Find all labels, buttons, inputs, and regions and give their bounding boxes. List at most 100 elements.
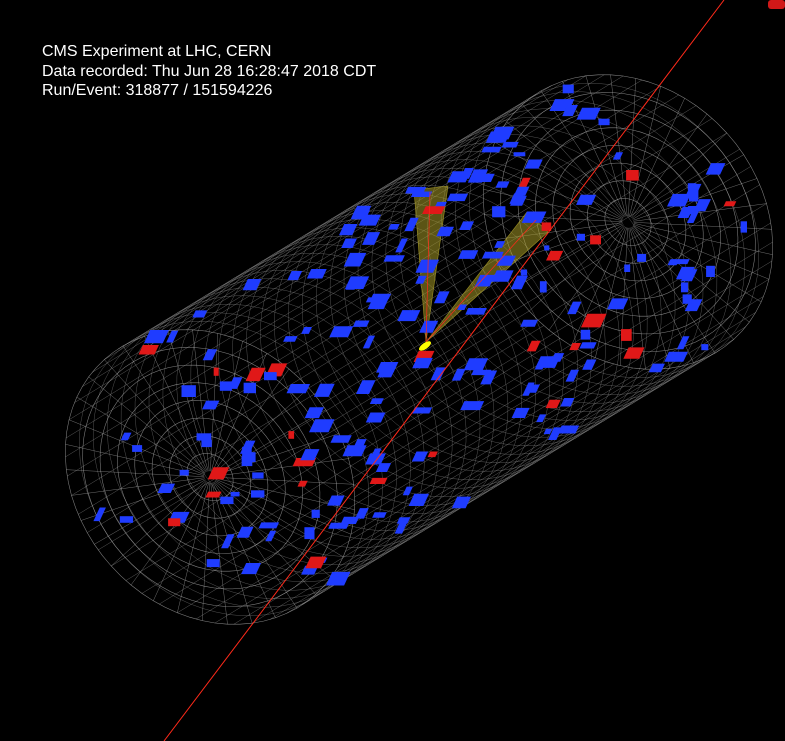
calorimeter-cell bbox=[300, 449, 320, 461]
endcap-spoke bbox=[212, 482, 276, 618]
calorimeter-cell bbox=[580, 329, 591, 340]
calorimeter-cell bbox=[245, 367, 266, 382]
calorimeter-cell bbox=[451, 368, 466, 381]
endcap-spoke bbox=[628, 78, 637, 217]
barrel-ring bbox=[120, 295, 411, 591]
calorimeter-cell bbox=[463, 358, 489, 371]
calorimeter-cell bbox=[485, 131, 511, 143]
endcap-spoke bbox=[610, 74, 628, 217]
barrel-ring bbox=[134, 287, 425, 582]
endcap-spoke bbox=[192, 329, 210, 472]
calorimeter-cell bbox=[230, 491, 240, 497]
calorimeter-cell bbox=[565, 369, 580, 382]
calorimeter-cell bbox=[367, 299, 389, 310]
calorimeter-cell bbox=[682, 294, 692, 304]
calorimeter-cell bbox=[598, 118, 610, 126]
calorimeter-cell bbox=[309, 419, 335, 433]
barrel-ring bbox=[343, 159, 634, 455]
calorimeter-cell bbox=[328, 522, 350, 529]
endcap-spoke bbox=[76, 396, 205, 475]
particle-tracks bbox=[163, 0, 725, 741]
calorimeter-deposits bbox=[93, 84, 747, 586]
calorimeter-cell bbox=[513, 152, 526, 157]
interaction-vertex bbox=[419, 341, 431, 351]
calorimeter-cell bbox=[562, 84, 574, 94]
calorimeter-cell bbox=[465, 308, 487, 315]
calorimeter-cell bbox=[491, 270, 514, 282]
endcap-spoke bbox=[498, 223, 623, 266]
calorimeter-cell bbox=[375, 463, 392, 473]
endcap-spoke bbox=[211, 482, 253, 624]
calorimeter-cell bbox=[612, 152, 624, 160]
calorimeter-cell bbox=[395, 238, 408, 253]
calorimeter-cell bbox=[684, 206, 697, 215]
calorimeter-cell bbox=[541, 222, 552, 231]
calorimeter-cell bbox=[192, 310, 208, 318]
endcap-spoke bbox=[633, 223, 773, 255]
calorimeter-cell bbox=[580, 313, 607, 328]
calorimeter-cell bbox=[343, 252, 367, 267]
calorimeter-cell bbox=[689, 189, 699, 202]
barrel-ring bbox=[357, 151, 648, 446]
calorimeter-cell bbox=[457, 250, 479, 259]
endcap-spoke bbox=[585, 75, 627, 217]
calorimeter-cell bbox=[667, 259, 680, 266]
endcap-spoke bbox=[562, 81, 626, 217]
endcap-spoke bbox=[88, 376, 206, 474]
calorimeter-cell bbox=[245, 452, 256, 463]
calorimeter-cell bbox=[166, 330, 179, 343]
calorimeter-cell bbox=[494, 241, 506, 248]
endcap-spoke bbox=[111, 480, 207, 567]
calorimeter-cell bbox=[623, 347, 645, 359]
calorimeter-cell bbox=[539, 281, 547, 293]
calorimeter-cell bbox=[372, 512, 387, 518]
calorimeter-cell bbox=[376, 362, 399, 373]
calorimeter-cell bbox=[221, 534, 235, 549]
barrel-ring bbox=[246, 219, 537, 514]
calorimeter-cell bbox=[93, 507, 106, 522]
calorimeter-cell bbox=[242, 279, 262, 291]
endcap-spoke bbox=[215, 433, 340, 476]
calorimeter-cell bbox=[567, 301, 582, 315]
calorimeter-cell bbox=[213, 367, 219, 376]
endcap-spoke bbox=[177, 482, 209, 613]
calorimeter-cell bbox=[340, 516, 360, 524]
calorimeter-cell bbox=[687, 183, 697, 191]
calorimeter-cell bbox=[388, 224, 400, 230]
run-event-number: Run/Event: 318877 / 151594226 bbox=[42, 82, 273, 99]
barrel-ring bbox=[106, 304, 397, 599]
calorimeter-cell bbox=[201, 439, 212, 448]
calorimeter-cell bbox=[648, 363, 665, 373]
endcap-spoke bbox=[66, 469, 205, 477]
calorimeter-cell bbox=[521, 211, 547, 223]
calorimeter-cell bbox=[545, 399, 561, 409]
calorimeter-cell bbox=[460, 401, 485, 411]
calorimeter-cell bbox=[481, 251, 504, 259]
barrel-ring bbox=[441, 100, 732, 395]
calorimeter-cell bbox=[705, 163, 726, 175]
calorimeter-cell bbox=[311, 509, 320, 518]
calorimeter-cell bbox=[543, 428, 553, 435]
calorimeter-cell bbox=[157, 483, 176, 494]
calorimeter-cell bbox=[402, 486, 413, 496]
calorimeter-cell bbox=[522, 382, 535, 396]
endcap-spoke bbox=[571, 226, 626, 346]
calorimeter-cell bbox=[562, 105, 578, 117]
endcap-spoke bbox=[629, 227, 671, 369]
endcap-spoke bbox=[104, 359, 206, 473]
calorimeter-cell bbox=[240, 563, 262, 575]
calorimeter-cell bbox=[492, 206, 506, 218]
calorimeter-cell bbox=[264, 372, 277, 381]
barrel-ring bbox=[274, 202, 564, 497]
calorimeter-cell bbox=[258, 522, 280, 529]
endcap-spoke bbox=[512, 224, 624, 290]
calorimeter-cell bbox=[365, 453, 386, 465]
calorimeter-cell bbox=[301, 327, 313, 334]
barrel-ring bbox=[413, 117, 704, 412]
calorimeter-cell bbox=[524, 159, 543, 169]
calorimeter-cell bbox=[446, 193, 469, 202]
calorimeter-cell bbox=[474, 173, 495, 183]
calorimeter-cell bbox=[544, 245, 550, 251]
calorimeter-cell bbox=[251, 490, 265, 498]
muon-track bbox=[163, 0, 725, 741]
